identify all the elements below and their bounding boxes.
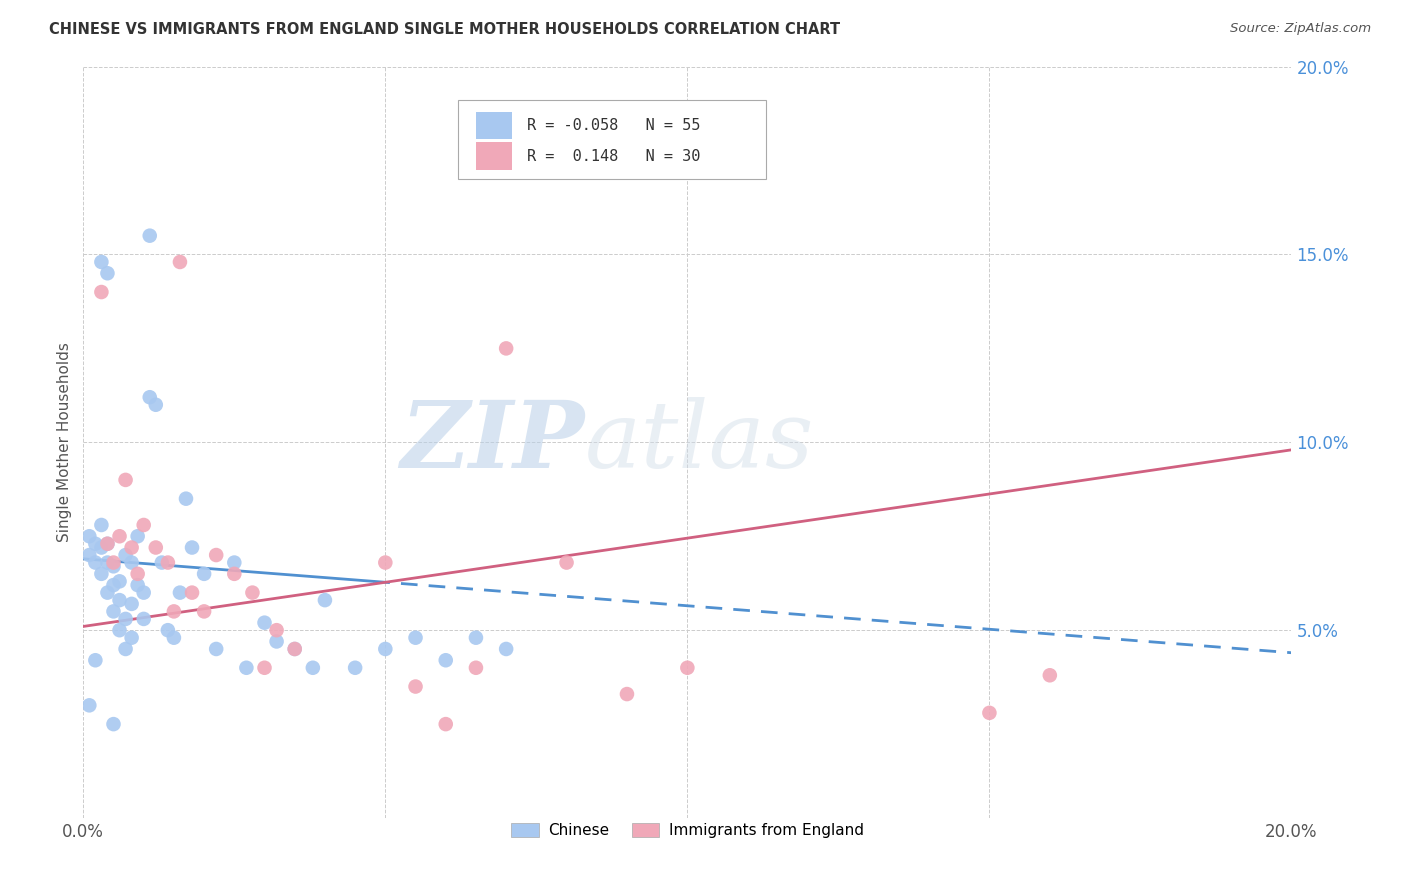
Point: [253, 661, 276, 675]
Point: [108, 529, 131, 543]
Point: [108, 574, 131, 589]
Point: [434, 717, 457, 731]
Point: [127, 566, 149, 581]
Point: [132, 518, 155, 533]
Point: [1039, 668, 1062, 682]
Point: [302, 661, 325, 675]
Point: [193, 566, 215, 581]
Point: [90, 541, 112, 555]
Point: [90, 285, 112, 299]
Point: [150, 556, 173, 570]
Point: [103, 578, 125, 592]
Point: [465, 631, 488, 645]
FancyBboxPatch shape: [477, 143, 512, 169]
Point: [127, 578, 149, 592]
Point: [145, 541, 167, 555]
Point: [266, 634, 288, 648]
Point: [114, 548, 136, 562]
Point: [79, 529, 101, 543]
Y-axis label: Single Mother Households: Single Mother Households: [58, 343, 72, 542]
Point: [114, 612, 136, 626]
Text: ZIP: ZIP: [401, 397, 585, 487]
Point: [163, 631, 186, 645]
Point: [181, 541, 204, 555]
Point: [121, 631, 143, 645]
Text: CHINESE VS IMMIGRANTS FROM ENGLAND SINGLE MOTHER HOUSEHOLDS CORRELATION CHART: CHINESE VS IMMIGRANTS FROM ENGLAND SINGL…: [49, 22, 841, 37]
Point: [108, 623, 131, 637]
Text: R = -0.058   N = 55: R = -0.058 N = 55: [527, 118, 700, 133]
Text: atlas: atlas: [585, 397, 814, 487]
Point: [314, 593, 336, 607]
Point: [169, 255, 191, 269]
Point: [205, 642, 228, 657]
Point: [495, 642, 517, 657]
Point: [121, 541, 143, 555]
Point: [465, 661, 488, 675]
Point: [374, 642, 396, 657]
Point: [434, 653, 457, 667]
Point: [108, 593, 131, 607]
Point: [84, 537, 107, 551]
Point: [555, 556, 578, 570]
Point: [96, 556, 118, 570]
Point: [84, 556, 107, 570]
Point: [103, 556, 125, 570]
Point: [224, 566, 246, 581]
Point: [132, 612, 155, 626]
Point: [224, 556, 246, 570]
Point: [205, 548, 228, 562]
Point: [495, 342, 517, 356]
Point: [616, 687, 638, 701]
Point: [145, 398, 167, 412]
Point: [96, 585, 118, 599]
FancyBboxPatch shape: [458, 101, 766, 179]
Point: [90, 566, 112, 581]
Point: [127, 529, 149, 543]
Point: [979, 706, 1001, 720]
Point: [163, 604, 186, 618]
Point: [96, 537, 118, 551]
Legend: Chinese, Immigrants from England: Chinese, Immigrants from England: [505, 817, 870, 844]
FancyBboxPatch shape: [477, 112, 512, 139]
Point: [405, 680, 427, 694]
Point: [139, 390, 162, 404]
Point: [266, 623, 288, 637]
Text: Source: ZipAtlas.com: Source: ZipAtlas.com: [1230, 22, 1371, 36]
Point: [114, 642, 136, 657]
Point: [132, 585, 155, 599]
Point: [96, 266, 118, 280]
Point: [676, 661, 699, 675]
Text: R =  0.148   N = 30: R = 0.148 N = 30: [527, 149, 700, 163]
Point: [284, 642, 307, 657]
Point: [374, 556, 396, 570]
Point: [344, 661, 367, 675]
Point: [79, 698, 101, 713]
Point: [139, 228, 162, 243]
Point: [405, 631, 427, 645]
Point: [193, 604, 215, 618]
Point: [156, 556, 179, 570]
Point: [235, 661, 257, 675]
Point: [169, 585, 191, 599]
Point: [121, 556, 143, 570]
Point: [84, 653, 107, 667]
Point: [103, 604, 125, 618]
Point: [121, 597, 143, 611]
Point: [181, 585, 204, 599]
Point: [174, 491, 197, 506]
Point: [103, 559, 125, 574]
Point: [114, 473, 136, 487]
Point: [284, 642, 307, 657]
Point: [96, 537, 118, 551]
Point: [103, 717, 125, 731]
Point: [156, 623, 179, 637]
Point: [79, 548, 101, 562]
Point: [90, 255, 112, 269]
Point: [242, 585, 264, 599]
Point: [253, 615, 276, 630]
Point: [90, 518, 112, 533]
